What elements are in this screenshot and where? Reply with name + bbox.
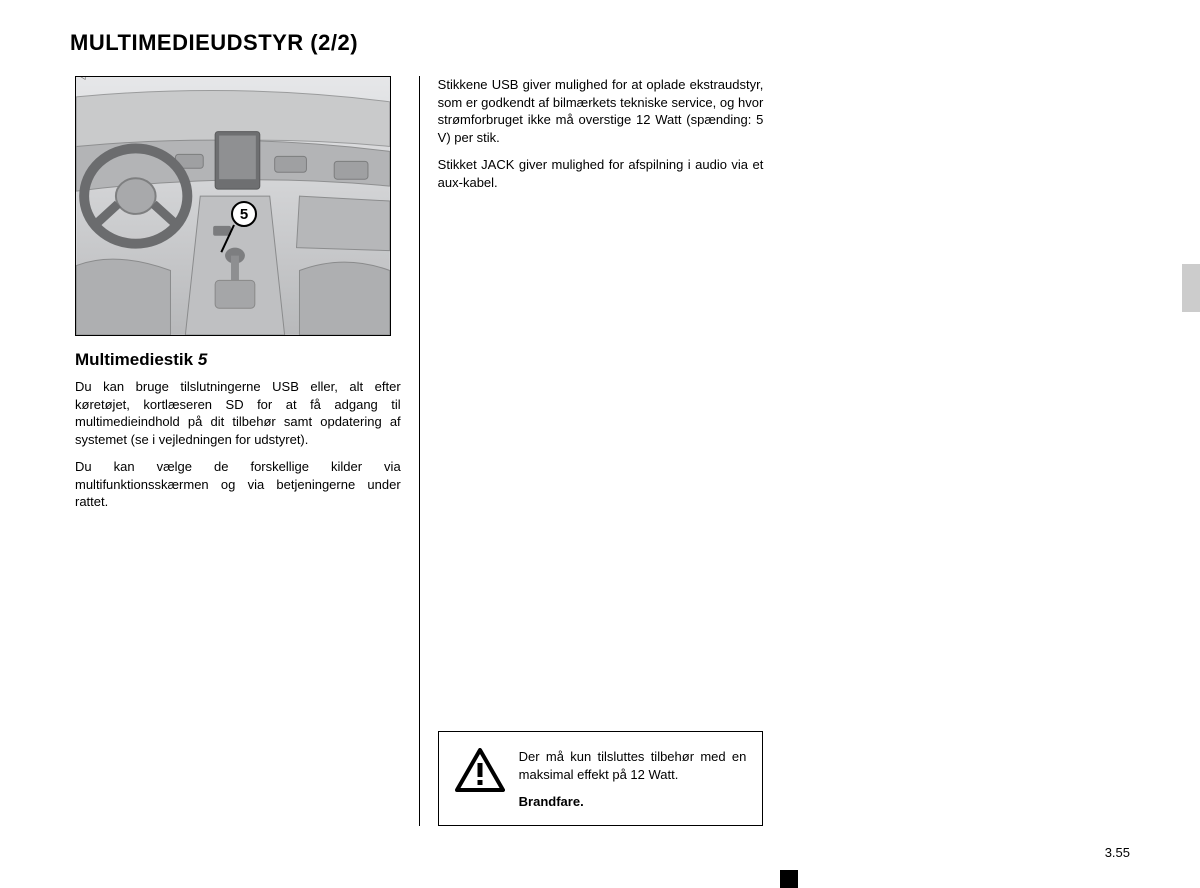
page-number: 3.55 [1105, 845, 1130, 860]
middle-paragraph-2: Stikket JACK giver mulighed for afspilni… [438, 156, 764, 191]
column-middle: Stikkene USB giver mulighed for at oplad… [419, 76, 782, 826]
subheading-number: 5 [198, 350, 207, 369]
warning-main-text: Der må kun tilsluttes tilbehør med en ma… [519, 749, 747, 782]
bottom-crop-marker [780, 870, 798, 888]
subheading-text: Multimediestik [75, 350, 193, 369]
warning-box: Der må kun tilsluttes tilbehør med en ma… [438, 731, 764, 826]
column-left: 40869 [70, 76, 419, 826]
figure-callout: 5 [231, 201, 257, 227]
figure-container: 40869 [75, 76, 391, 336]
left-paragraph-2: Du kan vælge de forskellige kilder via m… [75, 458, 401, 511]
warning-content: Der må kun tilsluttes tilbehør med en ma… [519, 748, 747, 811]
middle-paragraph-1: Stikkene USB giver mulighed for at oplad… [438, 76, 764, 146]
figure-id-label: 40869 [79, 76, 89, 80]
warning-bold-text: Brandfare. [519, 793, 747, 811]
page-title: MULTIMEDIEUDSTYR (2/2) [70, 30, 1130, 56]
column-right [781, 76, 1130, 826]
callout-badge: 5 [231, 201, 257, 227]
content-columns: 40869 [70, 76, 1130, 826]
left-paragraph-1: Du kan bruge tilslutningerne USB eller, … [75, 378, 401, 448]
side-tab-marker [1182, 264, 1200, 312]
callout-number: 5 [240, 206, 248, 223]
warning-triangle-icon [455, 748, 505, 797]
left-subheading: Multimediestik 5 [75, 350, 401, 370]
